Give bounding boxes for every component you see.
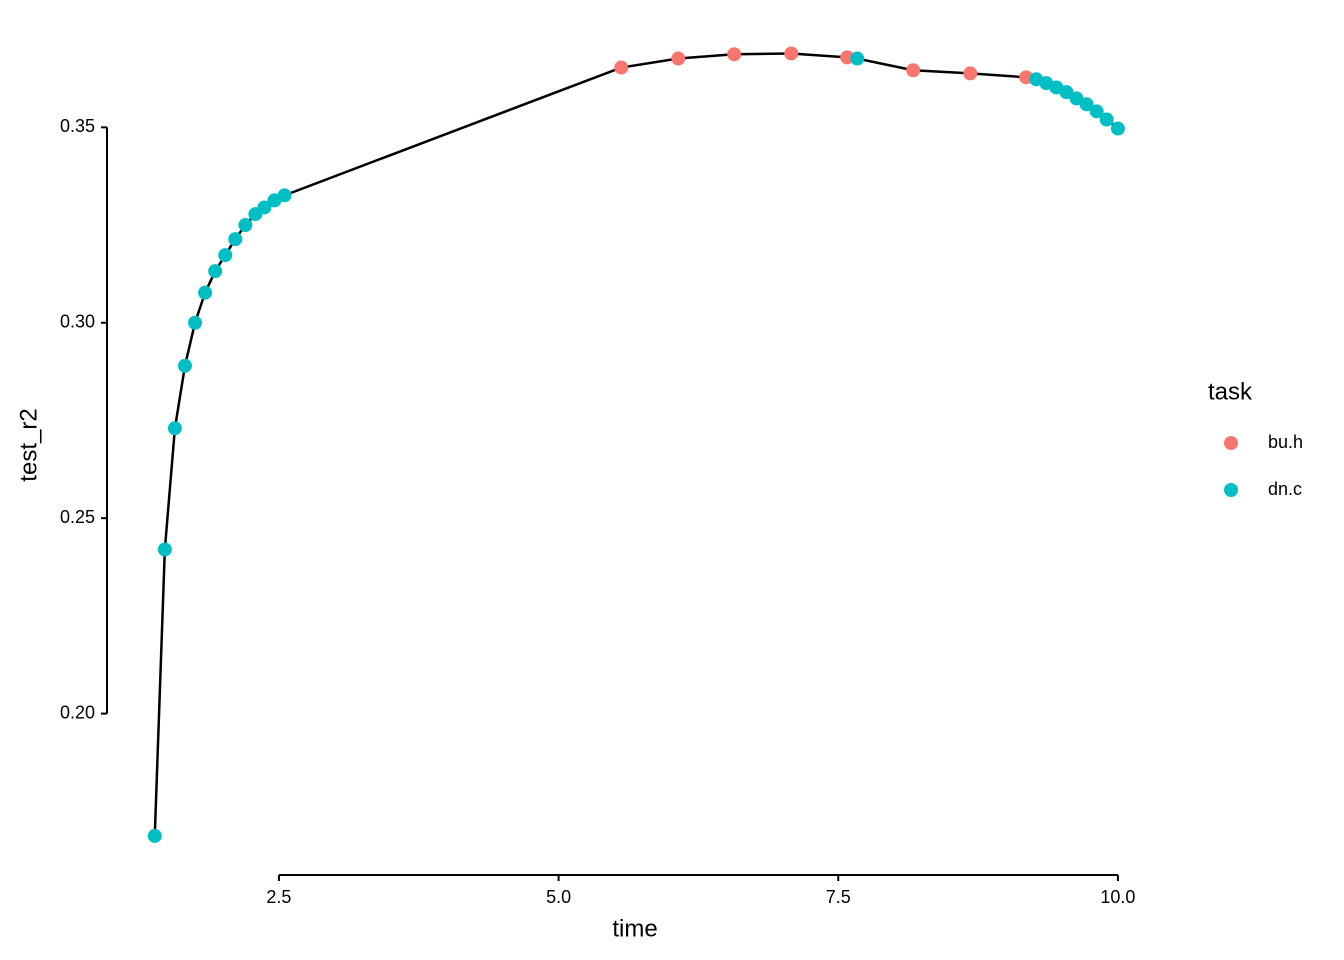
point [1079, 97, 1094, 112]
legend-key [1224, 436, 1238, 450]
x-tick-label: 5.0 [546, 887, 571, 907]
x-tick-label: 7.5 [826, 887, 851, 907]
y-tick-label: 0.35 [60, 116, 95, 136]
point [963, 66, 978, 81]
legend-title: task [1208, 378, 1253, 405]
point [157, 542, 172, 557]
point [1099, 112, 1114, 127]
y-tick-label: 0.20 [60, 702, 95, 722]
point [1089, 104, 1104, 119]
point [218, 248, 233, 263]
y-axis-title: test_r2 [15, 408, 42, 481]
point [147, 828, 162, 843]
point [614, 60, 629, 75]
point [208, 264, 223, 279]
legend-label: bu.h [1268, 432, 1303, 452]
point [1110, 121, 1125, 136]
point [1059, 85, 1074, 100]
point [906, 63, 921, 78]
point [257, 200, 272, 215]
point [671, 51, 686, 66]
point [177, 358, 192, 373]
y-tick-label: 0.30 [60, 312, 95, 332]
point [188, 315, 203, 330]
point [727, 47, 742, 62]
point [784, 46, 799, 61]
x-tick-label: 10.0 [1100, 887, 1135, 907]
point [198, 285, 213, 300]
point [238, 218, 253, 233]
point [850, 51, 865, 66]
x-tick-label: 2.5 [266, 887, 291, 907]
line [153, 52, 1119, 836]
legend-label: dn.c [1268, 479, 1302, 499]
point [167, 421, 182, 436]
y-tick-label: 0.25 [60, 507, 95, 527]
point [228, 232, 243, 247]
x-axis-title: time [612, 915, 657, 942]
legend-key [1224, 483, 1238, 497]
point [277, 188, 292, 203]
